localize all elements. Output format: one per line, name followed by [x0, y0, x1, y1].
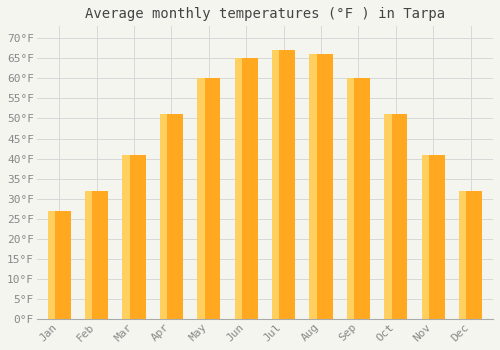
Bar [197, 78, 204, 319]
Bar [272, 50, 295, 319]
Bar [197, 78, 220, 319]
Bar [422, 155, 445, 319]
Bar [459, 191, 482, 319]
Bar [272, 50, 280, 319]
Title: Average monthly temperatures (°F ) in Tarpa: Average monthly temperatures (°F ) in Ta… [85, 7, 445, 21]
Bar [234, 58, 258, 319]
Bar [384, 114, 392, 319]
Bar [160, 114, 183, 319]
Bar [310, 54, 317, 319]
Bar [310, 54, 332, 319]
Bar [122, 155, 130, 319]
Bar [422, 155, 429, 319]
Bar [85, 191, 92, 319]
Bar [234, 58, 242, 319]
Bar [347, 78, 354, 319]
Bar [48, 211, 71, 319]
Bar [122, 155, 146, 319]
Bar [459, 191, 466, 319]
Bar [384, 114, 407, 319]
Bar [85, 191, 108, 319]
Bar [160, 114, 167, 319]
Bar [48, 211, 55, 319]
Bar [347, 78, 370, 319]
